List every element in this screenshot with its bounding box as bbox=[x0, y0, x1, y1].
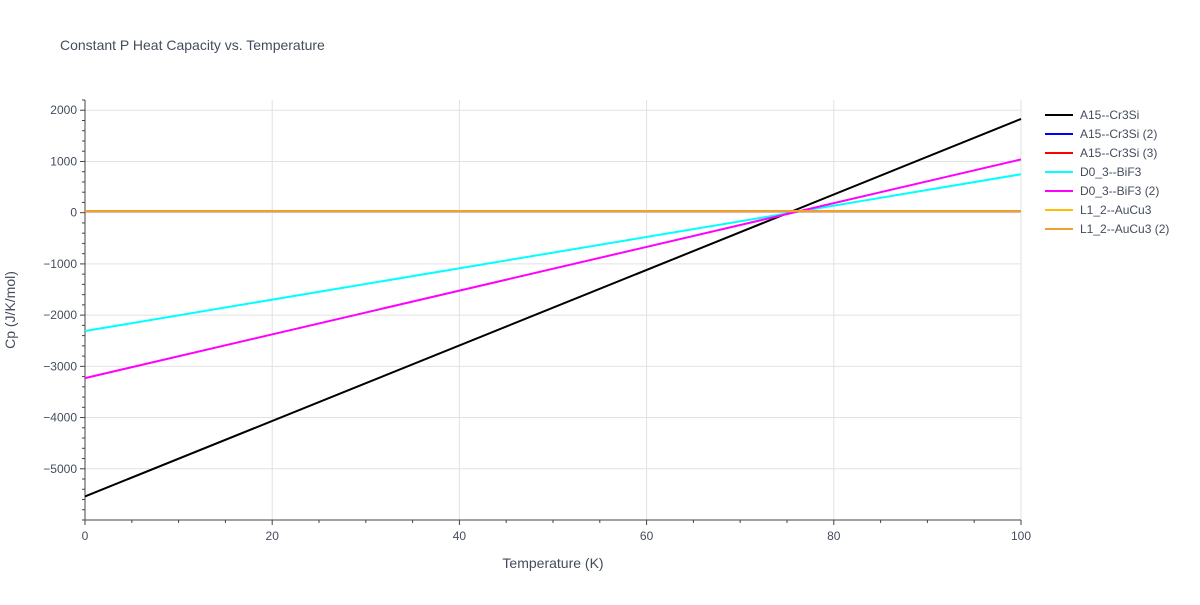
legend-item-0[interactable]: A15--Cr3Si bbox=[1045, 108, 1139, 122]
legend-label: A15--Cr3Si (3) bbox=[1080, 146, 1157, 160]
legend-label: D0_3--BiF3 bbox=[1080, 165, 1142, 179]
legend[interactable]: A15--Cr3Si A15--Cr3Si (2) A15--Cr3Si (3) D0… bbox=[1045, 108, 1169, 236]
grid bbox=[85, 100, 1022, 520]
legend-item-6[interactable]: L1_2--AuCu3 (2) bbox=[1045, 222, 1169, 236]
y-tick-label: −1000 bbox=[43, 257, 77, 271]
series-line-0 bbox=[84, 118, 1022, 498]
series-line-3 bbox=[84, 173, 1022, 332]
x-tick-label: 40 bbox=[453, 529, 467, 543]
y-axis-label: Cp (J/K/mol) bbox=[2, 271, 18, 349]
legend-label: L1_2--AuCu3 (2) bbox=[1080, 222, 1169, 236]
y-tick-label: 2000 bbox=[50, 103, 77, 117]
legend-item-1[interactable]: A15--Cr3Si (2) bbox=[1045, 127, 1157, 141]
x-tick-label: 100 bbox=[1011, 529, 1031, 543]
y-tick-label: −4000 bbox=[43, 411, 77, 425]
y-tick-label: 0 bbox=[70, 206, 77, 220]
x-axis-label: Temperature (K) bbox=[502, 555, 603, 571]
y-tick-label: −3000 bbox=[43, 359, 77, 373]
legend-item-4[interactable]: D0_3--BiF3 (2) bbox=[1045, 184, 1159, 198]
legend-label: L1_2--AuCu3 bbox=[1080, 203, 1152, 217]
y-tick-label: −5000 bbox=[43, 462, 77, 476]
x-tick-label: 20 bbox=[266, 529, 280, 543]
x-tick-label: 80 bbox=[827, 529, 841, 543]
legend-item-2[interactable]: A15--Cr3Si (3) bbox=[1045, 146, 1157, 160]
y-tick-label: −2000 bbox=[43, 308, 77, 322]
legend-label: D0_3--BiF3 (2) bbox=[1080, 184, 1159, 198]
axes: 0 20 40 60 80 100 −5000 −4000 −3000 −2000 −1000 0 10… bbox=[43, 99, 1031, 543]
x-tick-label: 0 bbox=[82, 529, 89, 543]
chart-title: Constant P Heat Capacity vs. Temperature bbox=[60, 37, 325, 53]
legend-label: A15--Cr3Si (2) bbox=[1080, 127, 1157, 141]
series-lines bbox=[84, 118, 1022, 498]
legend-item-5[interactable]: L1_2--AuCu3 bbox=[1045, 203, 1152, 217]
series-line-4 bbox=[84, 158, 1022, 380]
legend-item-3[interactable]: D0_3--BiF3 bbox=[1045, 165, 1142, 179]
y-tick-label: 1000 bbox=[50, 154, 77, 168]
legend-label: A15--Cr3Si bbox=[1080, 108, 1139, 122]
x-tick-label: 60 bbox=[640, 529, 654, 543]
